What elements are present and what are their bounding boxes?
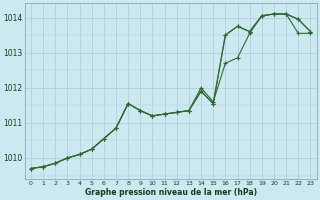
X-axis label: Graphe pression niveau de la mer (hPa): Graphe pression niveau de la mer (hPa) bbox=[84, 188, 257, 197]
